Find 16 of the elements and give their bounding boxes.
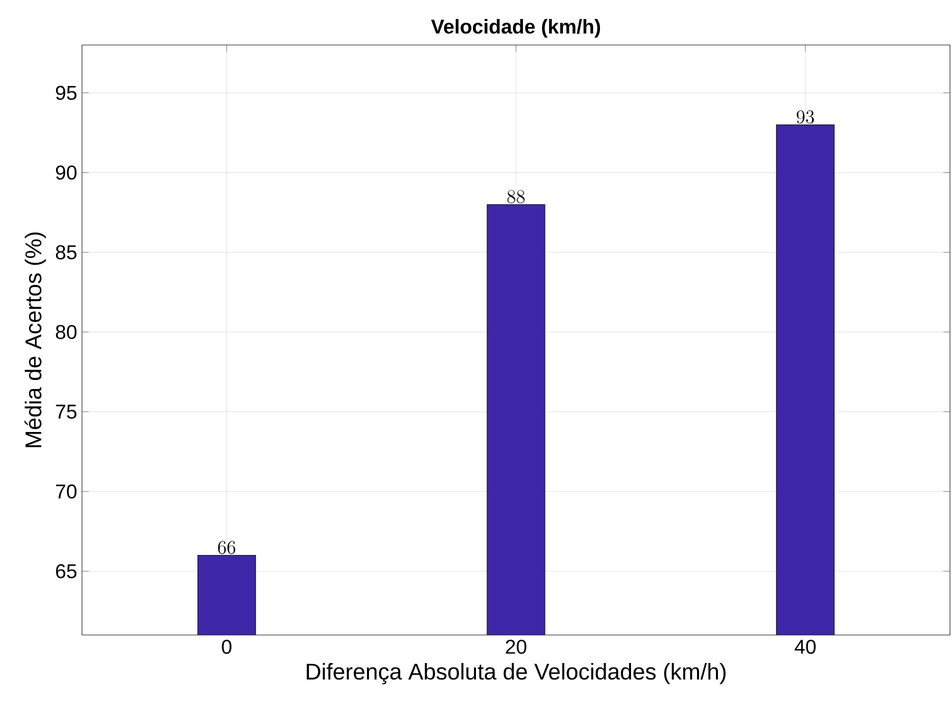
y-tick-label: 70	[56, 484, 76, 499]
y-tick-label: 80	[56, 324, 76, 340]
x-tick-label: 40	[794, 640, 816, 654]
y-tick-label: 65	[56, 564, 76, 578]
x-axis-title: Diferença Absoluta de Velocidades (km/h)	[306, 663, 726, 684]
data-label: 66	[218, 540, 236, 554]
y-axis-title: Média de Acertos (%)	[24, 232, 46, 448]
y-tick-label: 75	[56, 404, 76, 419]
x-tick-label: 0	[222, 640, 232, 654]
x-tick-label: 20	[506, 640, 526, 654]
y-tick-label: 85	[56, 245, 76, 260]
y-tick-label: 95	[56, 86, 76, 100]
chart-title: Velocidade (km/h)	[431, 18, 600, 38]
data-label: 88	[507, 190, 525, 204]
y-tick-label: 90	[56, 165, 76, 180]
data-label: 93	[796, 110, 814, 124]
